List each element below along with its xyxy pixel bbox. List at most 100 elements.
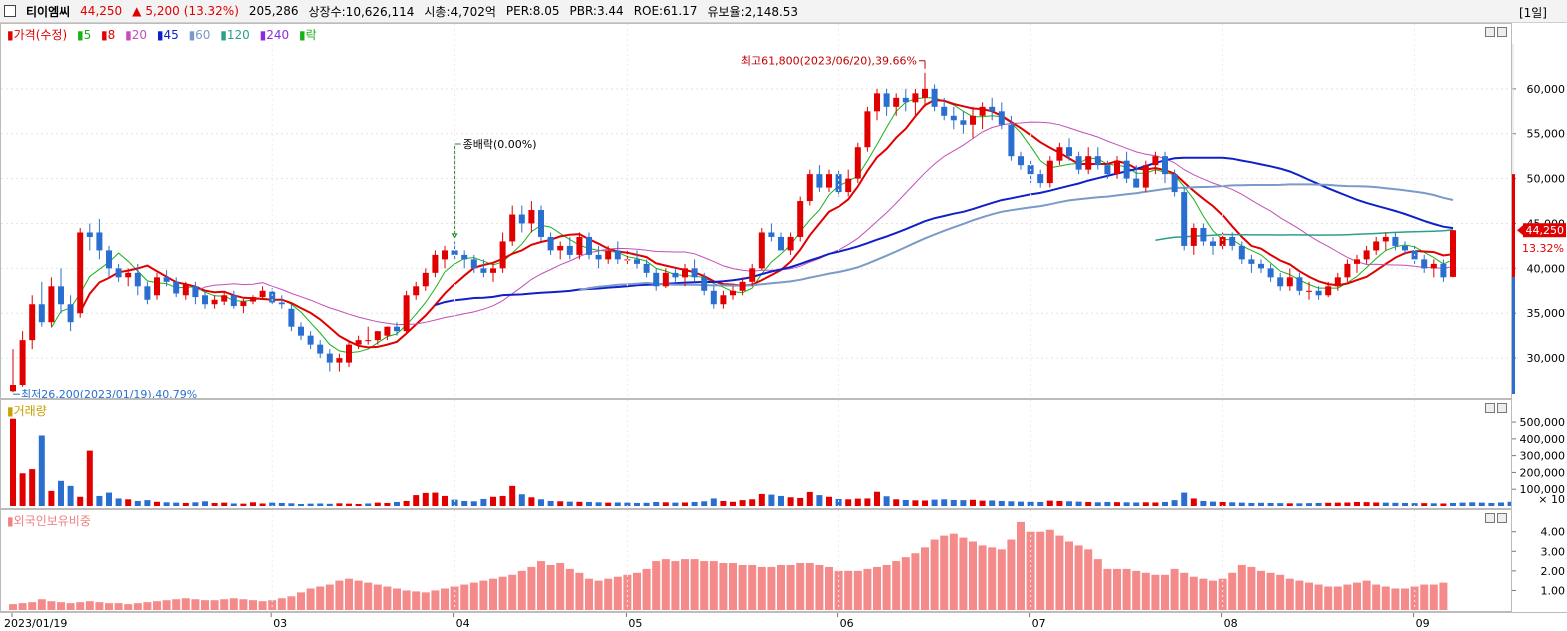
volume-bar <box>422 492 429 506</box>
candle-body <box>547 236 554 251</box>
volume-bar <box>384 502 391 506</box>
candle-body <box>912 93 919 103</box>
candle-body <box>211 299 218 305</box>
volume-minimize-icon[interactable] <box>1485 403 1495 413</box>
volume-bar <box>1200 500 1207 506</box>
foreign-title: 외국인보유비중 <box>13 514 91 528</box>
volume-bar <box>1421 503 1428 506</box>
candle-body <box>403 295 410 332</box>
volume-bar <box>835 498 842 506</box>
volume-bar <box>624 502 631 506</box>
foreign-bar <box>825 566 833 610</box>
foreign-bar <box>1295 580 1304 610</box>
foreign-bar <box>66 603 75 610</box>
candle-body <box>758 232 765 269</box>
candle-body <box>691 268 698 278</box>
volume-bar <box>221 502 228 506</box>
foreign-bar <box>153 601 161 610</box>
foreign-bar <box>364 582 373 610</box>
foreign-bar <box>57 602 65 610</box>
candle-body <box>278 302 285 305</box>
volume-bar <box>1104 501 1111 506</box>
foreign-bar <box>873 566 881 610</box>
volume-bar <box>998 500 1005 506</box>
select-checkbox[interactable] <box>4 5 16 17</box>
date-tick-label: 08 <box>1224 617 1238 630</box>
foreign-bar <box>287 596 296 610</box>
volume-bar <box>1162 501 1168 506</box>
candle-body <box>893 97 900 107</box>
candle-body <box>442 250 448 260</box>
foreign-axis: 4.00 3.00 2.00 1.00 <box>1512 509 1567 612</box>
period-selector[interactable]: [1일] <box>1518 6 1547 20</box>
candle-body <box>1334 277 1341 287</box>
ma-line-5 <box>50 97 1454 354</box>
foreign-bar <box>585 578 593 610</box>
volume-bar <box>490 496 496 506</box>
candle-body <box>1152 156 1159 166</box>
foreign-bar <box>1362 580 1371 610</box>
candle-body <box>1306 290 1312 292</box>
panel-minimize-icon[interactable] <box>1485 27 1495 37</box>
candle-body <box>538 210 544 237</box>
candle-body <box>739 281 746 291</box>
foreign-bar <box>729 563 737 610</box>
candle-body <box>317 344 324 354</box>
foreign-bar <box>1189 576 1198 610</box>
volume-bar <box>979 500 986 506</box>
legend-ma5: ▮5 <box>76 28 92 42</box>
candle-body <box>566 245 573 255</box>
candle-body <box>1056 147 1063 161</box>
day-range-down <box>1512 277 1515 394</box>
volume-bar <box>317 503 324 506</box>
volume-bar <box>845 499 852 506</box>
candle-body <box>346 344 352 363</box>
volume-bar <box>1181 492 1188 506</box>
volume-bar <box>442 495 448 506</box>
price-axis: 60,00055,00050,00045,00040,00035,00030,0… <box>1512 23 1567 399</box>
foreign-bar <box>1151 574 1160 610</box>
candle-body <box>922 88 928 98</box>
current-price-arrow-icon <box>1517 225 1523 236</box>
foreign-chart <box>9 510 1448 611</box>
candle-body <box>499 241 506 269</box>
candle-body <box>931 88 938 107</box>
candle-body <box>259 290 266 298</box>
candle-body <box>797 201 804 237</box>
candle-body <box>720 295 727 305</box>
foreign-bar <box>1257 570 1265 610</box>
volume-bar <box>1018 501 1024 506</box>
volume-bar <box>547 500 554 506</box>
foreign-bar <box>757 566 766 610</box>
volume-bar <box>826 496 832 506</box>
panel-maximize-icon[interactable] <box>1497 27 1507 37</box>
volume-maximize-icon[interactable] <box>1497 403 1507 413</box>
foreign-bar <box>853 570 862 610</box>
volume-bar <box>941 499 948 506</box>
volume-bar <box>1507 501 1511 506</box>
volume-bar <box>701 501 708 506</box>
foreign-bar <box>1074 545 1083 610</box>
candle-body <box>1430 263 1437 269</box>
candle-body <box>1229 236 1236 246</box>
date-axis: 2023/01/19 03 04 05 06 07 08 09 <box>0 612 1567 631</box>
volume-bar <box>10 418 16 506</box>
candle-body <box>365 340 372 342</box>
foreign-axis-svg: 4.00 3.00 2.00 1.00 <box>1512 526 1566 597</box>
foreign-bar <box>527 566 536 610</box>
volume-bar <box>739 500 746 506</box>
foreign-bar <box>335 580 344 610</box>
volume-bar <box>394 501 400 506</box>
volume-bar <box>509 485 516 506</box>
foreign-bar <box>76 602 85 610</box>
candle-body <box>874 93 880 112</box>
foreign-tick-label: 1.00 <box>1541 584 1566 597</box>
volume-bar <box>854 498 861 506</box>
volume-bar <box>1296 503 1303 506</box>
volume-bar <box>1056 500 1063 506</box>
candle-body <box>634 259 640 264</box>
candle-body <box>950 115 957 121</box>
volume-bar <box>269 502 276 506</box>
foreign-maximize-icon[interactable] <box>1497 513 1507 523</box>
foreign-minimize-icon[interactable] <box>1485 513 1495 523</box>
